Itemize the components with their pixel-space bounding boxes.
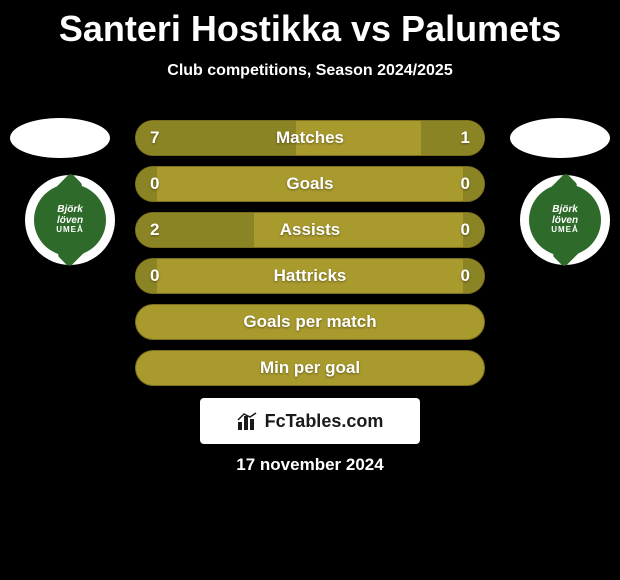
stats-bars: 7 Matches 1 0 Goals 0 2 Assists 0 0 Hatt… (135, 120, 485, 396)
brand-text: FcTables.com (265, 411, 384, 432)
stat-fill-right (421, 121, 484, 155)
player-photo-left (10, 118, 110, 158)
club-badge-left: Björk löven UMEÅ (25, 175, 115, 265)
club-right-line3: UMEÅ (551, 226, 579, 234)
page-subtitle: Club competitions, Season 2024/2025 (0, 62, 620, 80)
player-photo-right (510, 118, 610, 158)
stat-val-left: 7 (150, 128, 159, 148)
club-badge-right: Björk löven UMEÅ (520, 175, 610, 265)
stat-row-goals: 0 Goals 0 (135, 166, 485, 202)
brand-watermark: FcTables.com (200, 398, 420, 444)
stat-label: Min per goal (260, 358, 360, 378)
club-badge-left-inner: Björk löven UMEÅ (34, 184, 106, 256)
stat-row-assists: 2 Assists 0 (135, 212, 485, 248)
stat-row-matches: 7 Matches 1 (135, 120, 485, 156)
stat-val-right: 0 (461, 220, 470, 240)
stat-label: Hattricks (274, 266, 347, 286)
page-title: Santeri Hostikka vs Palumets (0, 0, 620, 50)
stat-fill-left (136, 121, 296, 155)
stat-val-left: 0 (150, 266, 159, 286)
stat-label: Assists (280, 220, 340, 240)
footer-date: 17 november 2024 (0, 455, 620, 475)
club-left-line3: UMEÅ (56, 226, 84, 234)
stat-row-min-per-goal: Min per goal (135, 350, 485, 386)
stat-label: Matches (276, 128, 344, 148)
stat-row-hattricks: 0 Hattricks 0 (135, 258, 485, 294)
stat-label: Goals per match (243, 312, 376, 332)
stat-val-right: 0 (461, 266, 470, 286)
stat-val-left: 0 (150, 174, 159, 194)
stat-label: Goals (286, 174, 333, 194)
stat-val-left: 2 (150, 220, 159, 240)
stat-val-right: 0 (461, 174, 470, 194)
stat-val-right: 1 (461, 128, 470, 148)
bar-chart-icon (237, 412, 259, 430)
club-badge-right-inner: Björk löven UMEÅ (529, 184, 601, 256)
stat-row-goals-per-match: Goals per match (135, 304, 485, 340)
